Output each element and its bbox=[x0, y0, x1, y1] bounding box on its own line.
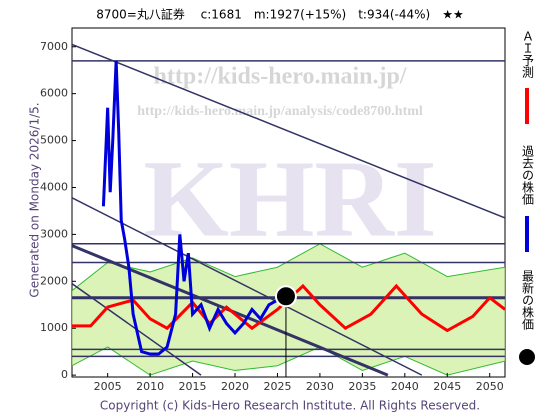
x-tick-label: 2020 bbox=[221, 380, 249, 393]
chart-title: 8700=丸八証券 c:1681 m:1927(+15%) t:934(-44%… bbox=[96, 7, 463, 22]
y-tick-label: 4000 bbox=[40, 180, 68, 193]
x-tick-label: 2040 bbox=[391, 380, 419, 393]
x-tick-label: 2045 bbox=[433, 380, 461, 393]
x-tick-label: 2035 bbox=[348, 380, 376, 393]
trend-line bbox=[72, 197, 423, 376]
band-edge bbox=[72, 243, 505, 292]
y-tick-label: 2000 bbox=[40, 274, 68, 287]
band-edge bbox=[72, 346, 505, 376]
y-tick-label: 0 bbox=[61, 368, 68, 381]
y-tick-label: 7000 bbox=[40, 40, 68, 53]
y-tick-label: 3000 bbox=[40, 227, 68, 240]
x-tick-label: 2030 bbox=[306, 380, 334, 393]
plot-area bbox=[72, 43, 505, 377]
watermark: http://kids-hero.main.jp/analysis/code87… bbox=[137, 104, 423, 119]
side-label: Generated on Monday 2026/1/5. bbox=[28, 102, 42, 297]
series-line bbox=[101, 60, 283, 356]
x-tick-label: 2050 bbox=[476, 380, 504, 393]
y-tick-label: 5000 bbox=[40, 134, 68, 147]
watermark: http://kids-hero.main.jp/ bbox=[154, 64, 407, 90]
watermark: KHRI bbox=[143, 137, 436, 259]
legend-swatch bbox=[519, 349, 535, 365]
latest-marker bbox=[274, 285, 297, 308]
legend-label: 最新の株価 bbox=[521, 270, 535, 330]
legend-label: ＡＩ予測 bbox=[521, 30, 535, 79]
x-tick-label: 2025 bbox=[263, 380, 291, 393]
x-tick-label: 2010 bbox=[136, 380, 164, 393]
y-tick-label: 1000 bbox=[40, 321, 68, 334]
y-tick-label: 6000 bbox=[40, 87, 68, 100]
footer: Copyright (c) Kids-Hero Research Institu… bbox=[100, 399, 480, 413]
x-tick-label: 2005 bbox=[94, 380, 122, 393]
band-area bbox=[72, 243, 505, 376]
legend-label: 過去の株価 bbox=[521, 145, 535, 205]
trend-line bbox=[72, 43, 505, 219]
series-line bbox=[72, 283, 505, 333]
x-tick-label: 2015 bbox=[179, 380, 207, 393]
